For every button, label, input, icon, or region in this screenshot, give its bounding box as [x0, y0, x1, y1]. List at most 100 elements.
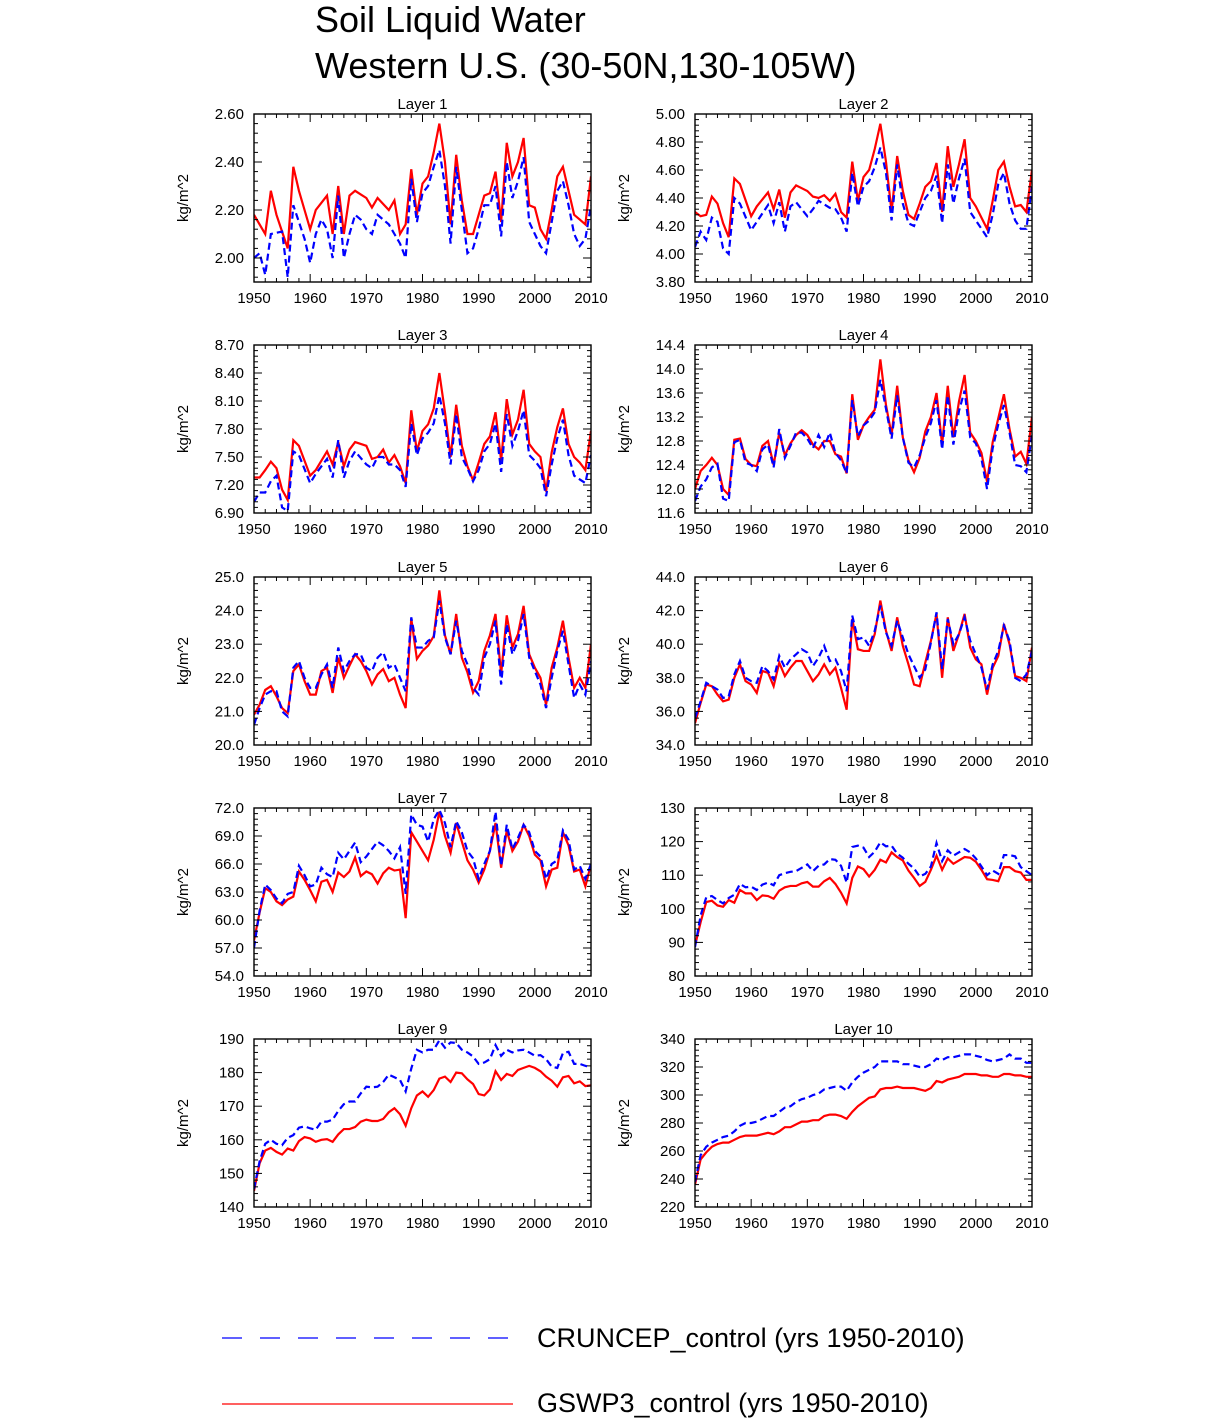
y-tick-label: 54.0: [215, 968, 244, 985]
x-tick-label: 1950: [237, 521, 270, 538]
x-tick-label: 1970: [350, 1215, 383, 1232]
plot-frame: [253, 1038, 592, 1208]
y-tick-label: 140: [219, 1199, 244, 1216]
panel-title: Layer 8: [838, 790, 888, 807]
x-tick-label: 1990: [462, 753, 495, 770]
x-tick-label: 2000: [959, 984, 992, 1001]
y-tick-label: 190: [219, 1031, 244, 1048]
x-tick-label: 1980: [847, 290, 880, 307]
x-tick-label: 1980: [847, 1215, 880, 1232]
y-tick-label: 40.0: [656, 636, 685, 653]
y-tick-label: 4.60: [656, 162, 685, 179]
series-line-cruncep: [254, 149, 591, 278]
y-tick-label: 220: [660, 1199, 685, 1216]
panel-title: Layer 1: [397, 96, 447, 113]
x-tick-label: 2010: [574, 753, 607, 770]
y-axis-label: kg/m^2: [175, 868, 192, 916]
panel-layer-7: 1950 1960 1970 1980 1990 2000 2010 54.0 57.0 60.0…: [175, 790, 608, 1001]
y-tick-label: 36.0: [656, 703, 685, 720]
x-tick-label: 1990: [462, 521, 495, 538]
plot-frame: [253, 576, 592, 746]
y-tick-label: 4.80: [656, 134, 685, 151]
x-tick-label: 2000: [959, 290, 992, 307]
x-tick-label: 1970: [791, 521, 824, 538]
x-tick-label: 1950: [678, 1215, 711, 1232]
series-line-cruncep: [254, 600, 591, 726]
legend-label-cruncep: CRUNCEP_control (yrs 1950-2010): [537, 1323, 965, 1353]
x-tick-label: 1980: [406, 290, 439, 307]
x-tick-label: 1960: [734, 521, 767, 538]
plot-frame: [694, 344, 1033, 514]
y-tick-label: 7.50: [215, 449, 244, 466]
x-tick-label: 1970: [791, 290, 824, 307]
x-tick-label: 2010: [574, 521, 607, 538]
y-tick-label: 38.0: [656, 670, 685, 687]
panel-title: Layer 3: [397, 327, 447, 344]
panel-title: Layer 7: [397, 790, 447, 807]
figure-title-line1: Soil Liquid Water: [315, 0, 586, 40]
y-axis-label: kg/m^2: [616, 174, 633, 222]
y-tick-label: 2.00: [215, 250, 244, 267]
y-axis-label: kg/m^2: [616, 405, 633, 453]
y-tick-label: 12.8: [656, 433, 685, 450]
y-tick-label: 13.6: [656, 385, 685, 402]
x-tick-label: 1960: [734, 753, 767, 770]
x-tick-label: 1960: [293, 521, 326, 538]
panel-layer-10: 1950 1960 1970 1980 1990 2000 2010 220 240 260 280…: [616, 1021, 1049, 1232]
plot-frame: [694, 576, 1033, 746]
y-axis-label: kg/m^2: [616, 868, 633, 916]
series-line-gswp3: [695, 359, 1032, 498]
x-tick-label: 1950: [237, 753, 270, 770]
y-tick-label: 130: [660, 800, 685, 817]
panel-title: Layer 9: [397, 1021, 447, 1038]
panel-title: Layer 6: [838, 559, 888, 576]
y-tick-label: 4.20: [656, 218, 685, 235]
plot-frame: [694, 807, 1033, 977]
x-tick-label: 1990: [462, 290, 495, 307]
x-tick-label: 2010: [1015, 984, 1048, 1001]
x-tick-label: 1990: [462, 984, 495, 1001]
series-line-gswp3: [695, 1072, 1032, 1185]
y-tick-label: 57.0: [215, 940, 244, 957]
x-tick-label: 1970: [791, 984, 824, 1001]
y-tick-label: 100: [660, 901, 685, 918]
y-tick-label: 11.6: [657, 505, 685, 522]
y-tick-label: 80: [668, 968, 685, 985]
y-axis-label: kg/m^2: [175, 637, 192, 685]
x-tick-label: 1970: [791, 753, 824, 770]
y-axis-label: kg/m^2: [175, 1099, 192, 1147]
x-tick-label: 1990: [903, 290, 936, 307]
x-tick-label: 2000: [959, 753, 992, 770]
y-tick-label: 14.0: [656, 361, 685, 378]
y-tick-label: 260: [660, 1143, 685, 1160]
y-tick-label: 320: [660, 1059, 685, 1076]
y-tick-label: 4.00: [656, 246, 685, 263]
y-tick-label: 110: [661, 867, 685, 884]
y-tick-label: 22.0: [215, 670, 244, 687]
x-tick-label: 2000: [959, 1215, 992, 1232]
y-tick-label: 69.0: [215, 828, 244, 845]
x-tick-label: 2000: [518, 1215, 551, 1232]
x-tick-label: 2010: [1015, 1215, 1048, 1232]
x-tick-label: 1970: [350, 290, 383, 307]
x-tick-label: 1980: [847, 753, 880, 770]
series-line-gswp3: [695, 850, 1032, 947]
x-tick-label: 1980: [406, 753, 439, 770]
x-tick-label: 1990: [903, 521, 936, 538]
series-line-gswp3: [254, 123, 591, 249]
y-tick-label: 4.40: [656, 190, 685, 207]
x-tick-label: 1960: [293, 1215, 326, 1232]
y-tick-label: 280: [660, 1115, 685, 1132]
x-tick-label: 1950: [678, 521, 711, 538]
x-tick-label: 1990: [903, 1215, 936, 1232]
y-tick-label: 20.0: [215, 737, 244, 754]
panel-layer-3: 1950 1960 1970 1980 1990 2000 2010 6.90 7.20 7.50…: [175, 327, 608, 538]
x-tick-label: 2000: [518, 753, 551, 770]
panel-layer-6: 1950 1960 1970 1980 1990 2000 2010 34.0 36.0 38.0…: [616, 559, 1049, 770]
y-tick-label: 180: [219, 1065, 244, 1082]
plot-frame: [253, 344, 592, 514]
x-tick-label: 1980: [847, 521, 880, 538]
panel-layer-4: 1950 1960 1970 1980 1990 2000 2010 11.6 12.0 12.4…: [616, 327, 1049, 538]
series-line-cruncep: [695, 1053, 1032, 1183]
